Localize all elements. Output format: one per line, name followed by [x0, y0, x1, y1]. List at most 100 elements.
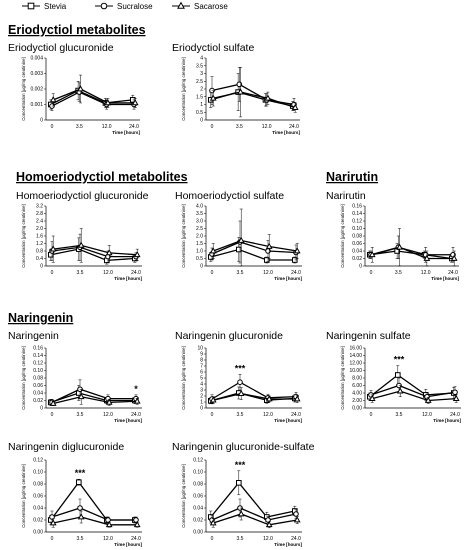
data-point	[368, 394, 376, 401]
series-sacarose	[49, 510, 141, 528]
y-tick-label: 0.10	[33, 368, 43, 374]
y-tick-label: 0.14	[352, 211, 362, 217]
x-tick-label: 24.0	[291, 270, 301, 276]
data-point	[49, 519, 57, 526]
series-stevia	[48, 478, 138, 526]
x-tick-label: 3.5	[396, 412, 403, 418]
data-point	[395, 372, 401, 378]
series-line	[53, 516, 138, 526]
y-tick-label: 0	[40, 406, 43, 412]
chart-title: Eriodyctiol sulfate	[172, 42, 254, 54]
series-line	[210, 248, 295, 261]
y-tick-label: 0.08	[33, 482, 43, 488]
x-axis-label: Time [hours]	[274, 276, 302, 281]
x-tick-label: 0	[51, 536, 54, 542]
y-axis-label: Concentration [µg/mg creatinine]	[21, 204, 26, 268]
y-tick-label: 6.00	[352, 383, 362, 389]
y-tick-label: 0	[200, 118, 203, 124]
y-tick-label: 0.10	[193, 470, 203, 476]
y-tick-label: 3.5	[196, 63, 203, 69]
x-tick-label: 0	[51, 124, 54, 130]
y-tick-label: 0.08	[352, 234, 362, 240]
data-point	[264, 94, 272, 101]
chart-title: Homoeriodyctiol sulfate	[175, 190, 284, 202]
y-axis-label: Concentration [µg/mg creatinine]	[181, 346, 186, 410]
y-tick-label: 2.5	[196, 79, 203, 85]
series-line	[372, 390, 457, 402]
series-line	[211, 381, 297, 400]
section-title-narirutin: Narirutin	[326, 170, 378, 184]
data-point	[423, 254, 431, 261]
data-point	[209, 247, 217, 254]
series-line	[369, 250, 452, 260]
series-line	[213, 91, 296, 109]
x-tick-label: 24.0	[289, 124, 299, 130]
data-point	[49, 245, 57, 252]
y-tick-label: 0.002	[30, 87, 43, 93]
x-tick-label: 0	[211, 124, 214, 130]
chart-title: Homoeriodyctiol glucuronide	[16, 190, 149, 202]
series-line	[372, 246, 455, 260]
x-tick-label: 12.0	[263, 412, 273, 418]
y-tick-label: 0.12	[33, 458, 43, 464]
data-point	[396, 387, 404, 394]
y-tick-label: 0.06	[33, 494, 43, 500]
y-tick-label: 0.06	[352, 241, 362, 247]
chart-panel: Narirutin 0 0.020.04 0.060.08 0.100.12 0.140.…	[326, 190, 459, 281]
series-sacarose	[209, 208, 301, 267]
data-point	[264, 257, 270, 263]
y-axis-label: Concentration [µg/mg creatinine]	[181, 57, 186, 121]
data-point	[237, 379, 243, 386]
x-tick-label: 3.5	[77, 412, 84, 418]
series-sacarose	[49, 389, 141, 406]
y-tick-label: 4	[200, 56, 203, 62]
y-tick-label: 0.5	[196, 110, 203, 116]
x-tick-label: 24.0	[131, 270, 141, 276]
y-axis-label: Concentration [µg/mg creatinine]	[21, 464, 26, 528]
data-point	[49, 399, 57, 406]
series-line	[370, 384, 456, 398]
y-tick-label: 0.08	[193, 482, 203, 488]
data-point	[105, 398, 113, 405]
chart-panel: Naringenin sulfate 0.00 2.004.00 6.008.00 10…	[326, 330, 461, 423]
chart-panel: Homoeriodyctiol glucuronide 0 0.40.8 1.21.6…	[16, 190, 149, 281]
x-axis-label: Time [hours]	[433, 418, 461, 423]
y-tick-label: 0.04	[33, 506, 43, 512]
x-tick-label: 24.0	[291, 536, 301, 542]
chart-panel: Homoeriodyctiol sulfate00.51.01.52.02.53…	[175, 190, 302, 281]
series-line	[213, 392, 298, 401]
x-tick-label: 3.5	[76, 124, 83, 130]
x-tick-label: 24.0	[291, 412, 301, 418]
y-tick-label: 0.00	[193, 530, 203, 536]
x-tick-label: 24.0	[450, 412, 460, 418]
series-sacarose	[209, 387, 301, 405]
y-tick-label: 2.00	[352, 398, 362, 404]
y-tick-label: 0.12	[352, 219, 362, 225]
data-point	[293, 511, 299, 517]
x-tick-label: 12.0	[263, 536, 273, 542]
data-point	[293, 247, 301, 254]
data-point	[265, 242, 273, 249]
y-axis-label: Concentration [µg/mg creatinine]	[181, 464, 186, 528]
data-point	[452, 389, 458, 396]
series-line	[51, 246, 136, 258]
section-title-eriodyctiol: Eriodyctiol metabolites	[8, 23, 146, 37]
series-line	[369, 374, 454, 398]
series-stevia	[208, 470, 298, 524]
data-point	[105, 249, 113, 256]
series-sacarose	[368, 385, 460, 404]
y-tick-label: 3	[200, 388, 203, 394]
x-tick-label: 3.5	[77, 536, 84, 542]
y-tick-label: 2.4	[36, 219, 43, 225]
y-tick-label: 8	[200, 358, 203, 364]
series-sacarose	[49, 228, 141, 263]
x-tick-label: 0	[211, 412, 214, 418]
data-point	[133, 250, 141, 258]
y-tick-label: 0.10	[352, 226, 362, 232]
series-line	[51, 388, 136, 403]
y-tick-label: 0.04	[352, 249, 362, 255]
data-point	[77, 505, 83, 511]
series-sucralose	[368, 377, 458, 402]
